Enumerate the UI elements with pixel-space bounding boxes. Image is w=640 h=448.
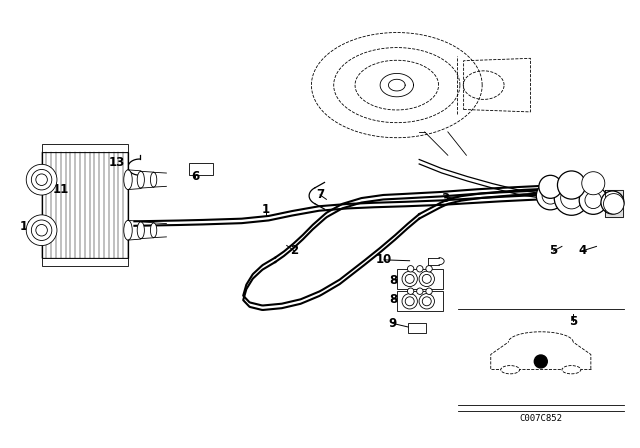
Circle shape xyxy=(426,266,432,272)
Circle shape xyxy=(601,191,624,214)
Circle shape xyxy=(402,271,417,287)
Circle shape xyxy=(417,288,423,294)
Text: 9: 9 xyxy=(389,317,397,330)
Circle shape xyxy=(579,186,607,214)
Ellipse shape xyxy=(500,366,520,374)
Circle shape xyxy=(561,187,582,209)
Ellipse shape xyxy=(137,222,145,239)
Circle shape xyxy=(36,174,47,185)
Circle shape xyxy=(408,288,414,294)
Circle shape xyxy=(31,169,52,190)
Bar xyxy=(42,152,128,258)
Text: C007C852: C007C852 xyxy=(519,414,563,423)
Circle shape xyxy=(417,266,423,272)
Circle shape xyxy=(419,271,435,287)
Text: 12: 12 xyxy=(20,220,36,233)
Ellipse shape xyxy=(150,223,157,237)
Circle shape xyxy=(402,293,417,309)
Bar xyxy=(397,291,443,311)
Text: 8: 8 xyxy=(389,273,397,287)
Circle shape xyxy=(604,194,624,214)
Circle shape xyxy=(408,266,414,272)
Text: 8: 8 xyxy=(389,293,397,306)
Circle shape xyxy=(405,297,414,306)
Circle shape xyxy=(536,182,564,210)
Circle shape xyxy=(36,224,47,236)
Circle shape xyxy=(534,355,547,368)
Circle shape xyxy=(422,297,431,306)
Ellipse shape xyxy=(150,172,157,187)
Circle shape xyxy=(419,293,435,309)
Circle shape xyxy=(422,274,431,283)
Circle shape xyxy=(31,220,52,241)
Text: 1: 1 xyxy=(262,203,269,216)
Ellipse shape xyxy=(124,170,132,190)
Bar xyxy=(189,163,213,175)
Circle shape xyxy=(585,192,602,209)
Circle shape xyxy=(539,175,562,198)
Circle shape xyxy=(405,274,414,283)
Bar xyxy=(42,144,128,152)
Circle shape xyxy=(26,215,57,246)
Ellipse shape xyxy=(137,171,145,188)
Circle shape xyxy=(554,181,589,215)
Bar xyxy=(397,269,443,289)
Bar xyxy=(42,258,128,266)
Text: 5: 5 xyxy=(569,314,577,328)
Text: 7: 7 xyxy=(316,188,324,202)
Circle shape xyxy=(426,288,432,294)
Circle shape xyxy=(557,171,586,199)
Text: 11: 11 xyxy=(52,182,69,196)
Text: 2: 2 xyxy=(291,244,298,258)
Polygon shape xyxy=(605,190,623,217)
Ellipse shape xyxy=(562,366,581,374)
Circle shape xyxy=(542,187,559,204)
Text: 3: 3 xyxy=(441,191,449,205)
Circle shape xyxy=(26,164,57,195)
Bar xyxy=(408,323,426,333)
Text: 5: 5 xyxy=(550,244,557,258)
Text: 10: 10 xyxy=(376,253,392,267)
Text: 4: 4 xyxy=(579,244,586,258)
Circle shape xyxy=(582,172,605,195)
Text: 6: 6 xyxy=(191,170,199,184)
Text: 13: 13 xyxy=(109,155,125,169)
Ellipse shape xyxy=(124,220,132,240)
